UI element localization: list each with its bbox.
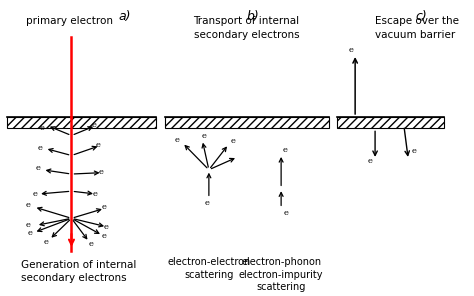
Text: e: e — [92, 190, 97, 198]
Text: e: e — [89, 240, 94, 248]
Text: b): b) — [247, 10, 260, 23]
Text: e: e — [283, 146, 288, 154]
Text: e: e — [39, 124, 44, 132]
Text: electron-phonon: electron-phonon — [241, 257, 321, 267]
Bar — [164, 117, 328, 128]
Text: e: e — [26, 221, 31, 229]
Text: e: e — [96, 141, 100, 149]
Text: e: e — [37, 144, 42, 152]
Text: e: e — [101, 232, 106, 240]
Text: e: e — [411, 147, 416, 155]
Bar — [7, 117, 155, 128]
Text: e: e — [26, 202, 31, 210]
Text: e: e — [174, 136, 179, 144]
Text: e: e — [348, 46, 353, 54]
Text: scattering: scattering — [256, 282, 306, 292]
Text: secondary electrons: secondary electrons — [194, 30, 300, 40]
Bar — [337, 117, 444, 128]
Text: primary electron: primary electron — [26, 16, 113, 26]
Text: e: e — [101, 203, 106, 211]
Text: e: e — [28, 229, 33, 237]
Text: e: e — [43, 238, 48, 246]
Bar — [337, 117, 444, 128]
Text: e: e — [36, 164, 41, 172]
Text: e: e — [204, 199, 209, 207]
Text: e: e — [231, 137, 236, 145]
Text: a): a) — [118, 10, 131, 23]
Text: scattering: scattering — [184, 270, 234, 280]
Text: secondary electrons: secondary electrons — [20, 273, 126, 283]
Bar — [7, 117, 155, 128]
Text: vacuum barrier: vacuum barrier — [375, 30, 456, 40]
Text: electron-impurity: electron-impurity — [239, 270, 323, 280]
Text: e: e — [32, 190, 37, 198]
Text: electron-electron: electron-electron — [167, 257, 250, 267]
Text: Generation of internal: Generation of internal — [20, 260, 136, 270]
Bar — [164, 117, 328, 128]
Text: Transport of internal: Transport of internal — [193, 16, 300, 26]
Text: Escape over the: Escape over the — [375, 16, 459, 26]
Text: e: e — [202, 131, 207, 139]
Text: e: e — [104, 223, 109, 231]
Text: e: e — [367, 157, 372, 165]
Text: c): c) — [416, 10, 428, 23]
Text: e: e — [99, 168, 104, 176]
Text: e: e — [284, 209, 289, 217]
Text: e: e — [92, 121, 97, 129]
